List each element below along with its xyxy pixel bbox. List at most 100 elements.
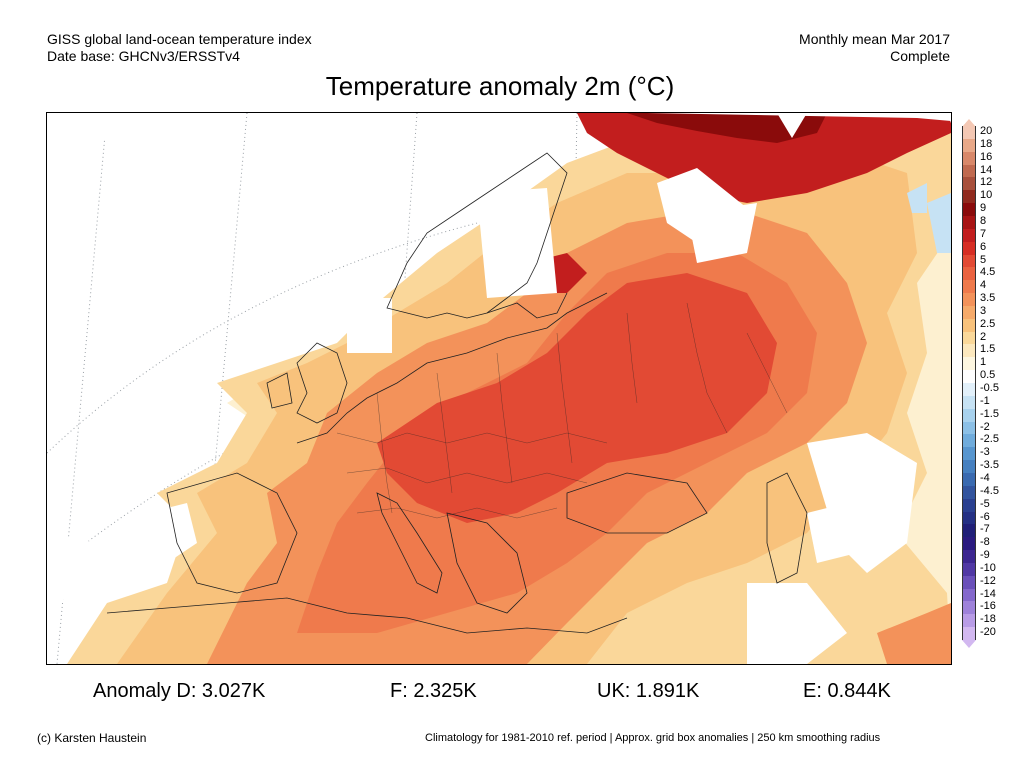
colorbar-label: 2.5 <box>980 317 996 330</box>
colorbar-label: 4.5 <box>980 266 996 279</box>
colorbar-label: 12 <box>980 176 993 189</box>
colorbar-label: 8 <box>980 214 987 227</box>
colorbar-swatch <box>962 241 976 255</box>
colorbar-swatch <box>962 164 976 178</box>
colorbar-swatch <box>962 177 976 191</box>
colorbar-label: -9 <box>980 549 990 562</box>
colorbar-label: 14 <box>980 163 993 176</box>
colorbar-swatch <box>962 524 976 538</box>
colorbar-label: 1 <box>980 356 987 369</box>
stat-uk: UK: 1.891K <box>597 680 700 702</box>
colorbar-swatch <box>962 215 976 230</box>
colorbar-swatch <box>962 550 976 564</box>
colorbar-swatch <box>962 318 976 333</box>
colorbar-label: 18 <box>980 137 993 150</box>
colorbar-swatch <box>962 537 976 551</box>
colorbar-top-arrow <box>962 119 976 127</box>
stat-germany: Anomaly D: 3.027K <box>93 680 266 702</box>
colorbar-swatch <box>962 421 976 435</box>
colorbar-label: -5 <box>980 497 990 510</box>
colorbar-label: -4.5 <box>980 484 999 497</box>
colorbar-swatch <box>962 228 976 243</box>
colorbar-label: 6 <box>980 240 987 253</box>
field-se-orange <box>877 603 951 664</box>
coastlines <box>106 152 808 634</box>
colorbar-label: -18 <box>980 613 996 626</box>
colorbar-label: -4 <box>980 471 990 484</box>
colorbar-label: 20 <box>980 125 993 137</box>
colorbar-swatch <box>962 408 976 423</box>
field-pale-blue-2 <box>907 183 927 213</box>
colorbar-label: -16 <box>980 600 996 613</box>
colorbar-swatch <box>962 151 976 166</box>
colorbar-label: 7 <box>980 227 987 240</box>
completeness-label: Complete <box>890 48 950 64</box>
map-title: Temperature anomaly 2m (°C) <box>325 71 675 101</box>
field-darkest-red <box>627 113 827 143</box>
country-anomaly-stats: Anomaly D: 3.027K F: 2.325K UK: 1.891K E… <box>0 680 1024 706</box>
colorbar-swatch <box>962 383 976 397</box>
colorbar-label: -2 <box>980 420 990 433</box>
colorbar-swatch <box>962 344 976 358</box>
colorbar-label: 16 <box>980 150 993 163</box>
colorbar-label: 5 <box>980 253 987 266</box>
colorbar-swatch <box>962 575 976 590</box>
country-borders <box>336 302 788 519</box>
colorbar-label: -20 <box>980 626 996 639</box>
colorbar-swatch <box>962 472 976 487</box>
colorbar-label: -3 <box>980 446 990 459</box>
colorbar: 20 18 16 14 12 10 9 8 7 6 5 4.5 4 3.5 3 2.5 2 1.5 1 0.5 -0.5… <box>958 119 1024 651</box>
colorbar-label: -10 <box>980 561 996 574</box>
no-data-patches <box>47 113 951 664</box>
field-red <box>377 273 777 523</box>
colorbar-swatch <box>962 267 976 281</box>
colorbar-swatch <box>962 190 976 204</box>
data-base-label: Date base: GHCNv3/ERSSTv4 <box>47 48 240 64</box>
colorbar-label: 9 <box>980 202 987 215</box>
colorbar-swatch <box>962 498 976 512</box>
methodology-note: Climatology for 1981-2010 ref. period | … <box>425 732 881 744</box>
index-title: GISS global land-ocean temperature index <box>47 31 312 47</box>
colorbar-swatch <box>962 138 976 153</box>
colorbar-swatch <box>962 562 976 577</box>
colorbar-label: 4 <box>980 279 987 292</box>
colorbar-swatch <box>962 511 976 525</box>
colorbar-swatch <box>962 614 976 628</box>
colorbar-label: 3.5 <box>980 292 996 305</box>
colorbar-label: 1.5 <box>980 343 996 356</box>
colorbar-swatch <box>962 588 976 602</box>
colorbar-label: -8 <box>980 536 990 549</box>
colorbar-swatch <box>962 627 976 641</box>
colorbar-swatch <box>962 203 976 217</box>
colorbar-bottom-arrow <box>962 640 976 648</box>
colorbar-label: -3.5 <box>980 459 999 472</box>
colorbar-label: 10 <box>980 189 993 202</box>
colorbar-swatch <box>962 447 976 461</box>
colorbar-swatch <box>962 331 976 345</box>
field-dark-red <box>577 113 951 203</box>
colorbar-swatch <box>962 254 976 268</box>
field-pale-blue <box>927 193 951 253</box>
colorbar-label: -0.5 <box>980 382 999 394</box>
stat-spain: E: 0.844K <box>803 680 891 702</box>
header-right: Monthly mean Mar 2017 Complete <box>799 31 950 65</box>
colorbar-swatch <box>962 460 976 474</box>
period-label: Monthly mean Mar 2017 <box>799 31 950 47</box>
stat-france: F: 2.325K <box>390 680 477 702</box>
colorbar-swatch <box>962 126 976 140</box>
colorbar-label: -1 <box>980 394 990 407</box>
colorbar-label: -14 <box>980 587 996 600</box>
colorbar-label: -6 <box>980 510 990 523</box>
anomaly-map <box>46 112 952 665</box>
colorbar-label: -7 <box>980 523 990 536</box>
colorbar-swatch <box>962 293 976 307</box>
header-left: GISS global land-ocean temperature index… <box>47 31 312 65</box>
colorbar-label: 3 <box>980 304 987 317</box>
colorbar-swatch <box>962 485 976 500</box>
colorbar-label: 2 <box>980 330 987 343</box>
colorbar-label: 0.5 <box>980 369 996 382</box>
colorbar-swatch <box>962 357 976 371</box>
colorbar-swatch <box>962 434 976 448</box>
colorbar-label: -2.5 <box>980 433 999 446</box>
copyright: (c) Karsten Haustein <box>37 731 147 745</box>
